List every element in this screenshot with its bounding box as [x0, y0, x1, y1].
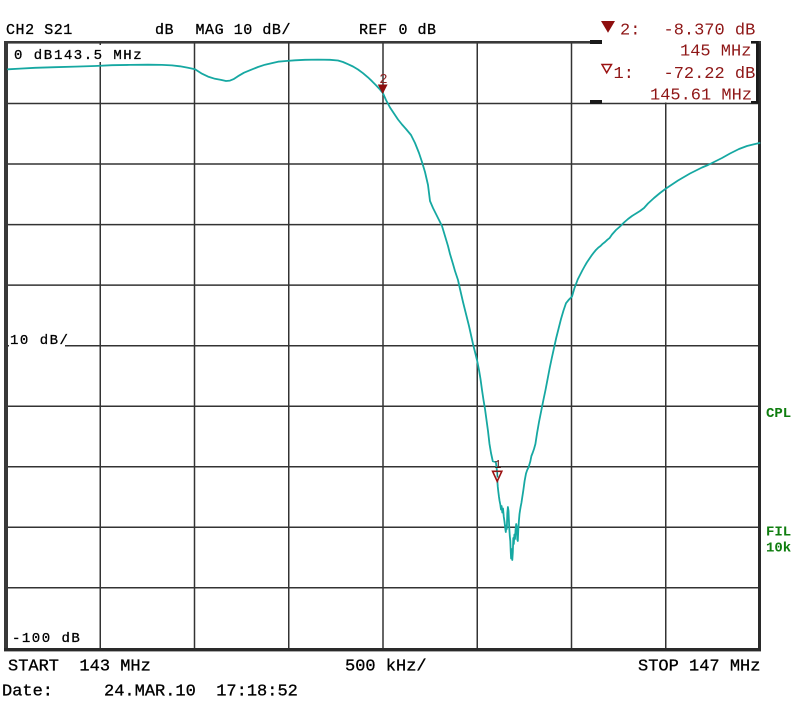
svg-text:1:: 1: — [614, 65, 634, 84]
svg-text:STOP 147 MHz: STOP 147 MHz — [638, 658, 760, 677]
svg-text:dB: dB — [155, 22, 174, 39]
svg-text:10k: 10k — [766, 541, 791, 557]
svg-text:CPL: CPL — [766, 406, 791, 422]
svg-text:MAG 10 dB/: MAG 10 dB/ — [196, 22, 292, 39]
svg-text:145.61 MHz: 145.61 MHz — [650, 87, 752, 106]
svg-text:145 MHz: 145 MHz — [680, 43, 751, 62]
svg-text:143.5 MHz: 143.5 MHz — [54, 48, 143, 64]
svg-text:0 dB: 0 dB — [14, 48, 54, 64]
svg-text:2:: 2: — [620, 22, 640, 41]
svg-text:2: 2 — [379, 72, 387, 88]
svg-text:REF: REF — [359, 22, 388, 39]
svg-text:0: 0 — [399, 22, 409, 39]
svg-text:CH2 S21: CH2 S21 — [6, 22, 73, 39]
svg-text:-8.370 dB: -8.370 dB — [664, 22, 756, 41]
svg-text:START 143 MHz: START 143 MHz — [8, 658, 151, 677]
svg-text:1: 1 — [494, 458, 501, 472]
svg-text:Date: 24.MAR.10 17:18:52: Date: 24.MAR.10 17:18:52 — [2, 683, 298, 702]
svg-text:-72.22 dB: -72.22 dB — [664, 65, 756, 84]
svg-text:-100 dB: -100 dB — [12, 631, 81, 647]
svg-text:500 kHz/: 500 kHz/ — [345, 658, 427, 677]
svg-text:FIL: FIL — [766, 525, 791, 541]
svg-text:10 dB/: 10 dB/ — [10, 333, 69, 349]
svg-text:dB: dB — [418, 22, 437, 39]
